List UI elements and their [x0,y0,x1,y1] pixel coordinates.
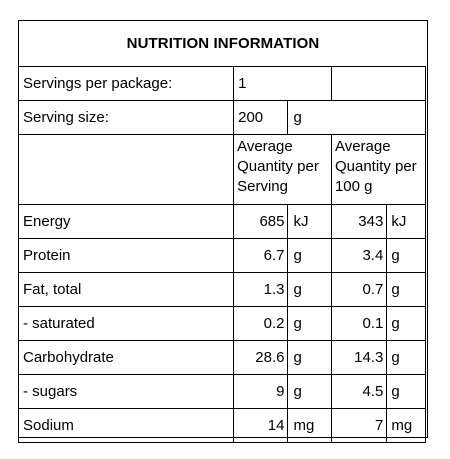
per-100g-unit: g [386,272,426,307]
column-header-row: Average Quantity per Serving Average Qua… [17,134,427,205]
per-100g-unit: g [386,340,426,375]
per-serving-unit: g [287,306,332,341]
per-100g-unit: g [386,374,426,409]
empty-header-cell [17,134,235,205]
nutrient-row: Carbohydrate 28.6 g 14.3 g [17,340,426,375]
per-100g-header: Average Quantity per 100 g [330,134,427,205]
per-serving-unit: kJ [287,204,332,239]
per-serving-value: 0.2 [233,306,289,341]
nutrient-label: - sugars [17,374,235,409]
per-100g-value: 4.5 [330,374,388,409]
per-100g-unit: kJ [386,204,426,239]
per-serving-value: 14 [233,408,289,443]
nutrient-row: Fat, total 1.3 g 0.7 g [17,272,426,307]
servings-per-package-row: Servings per package: 1 [17,66,427,101]
nutrient-label: Fat, total [17,272,235,307]
empty-cell [330,66,427,101]
per-serving-header: Average Quantity per Serving [233,134,332,205]
per-100g-value: 343 [330,204,388,239]
per-100g-value: 0.7 [330,272,388,307]
per-100g-value: 0.1 [330,306,388,341]
per-100g-value: 14.3 [330,340,388,375]
per-100g-value: 3.4 [330,238,388,273]
serving-size-unit: g [287,100,426,135]
nutrient-row: Sodium 14 mg 7 mg [17,408,426,443]
serving-size-label: Serving size: [17,100,235,135]
servings-per-package-value: 1 [233,66,332,101]
per-100g-unit: g [386,306,426,341]
serving-size-row: Serving size: 200 g [17,100,426,135]
per-serving-unit: mg [287,408,332,443]
nutrient-label: Protein [17,238,235,273]
panel-title: NUTRITION INFORMATION [126,34,320,52]
nutrient-label: Sodium [17,408,235,443]
per-100g-value: 7 [330,408,388,443]
nutrient-row: - sugars 9 g 4.5 g [17,374,426,409]
per-100g-unit: g [386,238,426,273]
nutrition-panel: NUTRITION INFORMATION Servings per packa… [17,20,428,443]
per-serving-value: 1.3 [233,272,289,307]
per-serving-unit: g [287,238,332,273]
per-serving-value: 9 [233,374,289,409]
nutrient-label: Energy [17,204,235,239]
per-serving-value: 685 [233,204,289,239]
per-serving-value: 28.6 [233,340,289,375]
nutrient-label: Carbohydrate [17,340,235,375]
per-100g-unit: mg [386,408,426,443]
nutrient-row: Energy 685 kJ 343 kJ [17,204,426,239]
per-serving-unit: g [287,374,332,409]
nutrient-label: - saturated [17,306,235,341]
servings-per-package-label: Servings per package: [17,66,235,101]
per-serving-value: 6.7 [233,238,289,273]
nutrient-row: - saturated 0.2 g 0.1 g [17,306,426,341]
nutrition-table: Servings per package: 1 Serving size: 20… [17,66,427,443]
serving-size-value: 200 [233,100,289,135]
per-serving-unit: g [287,272,332,307]
per-serving-unit: g [287,340,332,375]
nutrient-row: Protein 6.7 g 3.4 g [17,238,426,273]
